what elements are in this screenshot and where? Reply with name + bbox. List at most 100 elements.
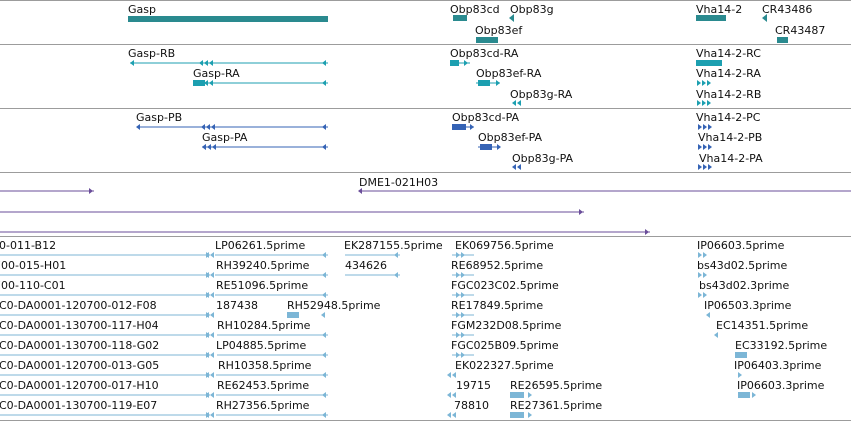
strand-arrow-left-icon[interactable]	[210, 252, 214, 258]
strand-arrow-left-icon[interactable]	[209, 60, 213, 66]
est-label-fgm232d08-5prime[interactable]: FGM232D08.5prime	[451, 319, 562, 332]
est-label-ek287155-5prime[interactable]: EK287155.5prime	[344, 239, 443, 252]
strand-arrow-left-icon[interactable]	[706, 312, 710, 318]
strand-arrow-right-icon[interactable]	[461, 312, 465, 318]
est-label-re26595-5prime[interactable]: RE26595.5prime	[510, 379, 603, 392]
protein-label-obp83g-pa[interactable]: Obp83g-PA	[512, 152, 574, 165]
strand-arrow-left-icon[interactable]	[714, 332, 718, 338]
strand-arrow-left-icon[interactable]	[211, 124, 215, 130]
est-label-ip06503-3prime[interactable]: IP06503.3prime	[704, 299, 792, 312]
gene-glyph-vha14-2[interactable]	[696, 15, 726, 21]
feature-block[interactable]	[478, 80, 490, 86]
strand-arrow-right-icon[interactable]	[698, 164, 702, 170]
strand-arrow-left-icon[interactable]	[512, 100, 516, 106]
est-label-700-015-h01[interactable]: 700-015-H01	[0, 259, 67, 272]
feature-block[interactable]	[480, 144, 492, 150]
est-label-c0-da0001-120700-013-g05[interactable]: C0-DA0001-120700-013-G05	[0, 359, 160, 372]
strand-arrow-right-icon[interactable]	[698, 252, 702, 258]
gene-label-obp83cd[interactable]: Obp83cd	[450, 3, 500, 16]
strand-arrow-right-icon[interactable]	[579, 209, 583, 215]
strand-arrow-right-icon[interactable]	[456, 252, 460, 258]
strand-arrow-left-icon[interactable]	[210, 372, 214, 378]
feature-block[interactable]	[510, 392, 524, 398]
clone-label-dme1-021h03[interactable]: DME1-021H03	[359, 176, 439, 189]
gene-label-obp83ef[interactable]: Obp83ef	[475, 24, 523, 37]
protein-label-gasp-pb[interactable]: Gasp-PB	[136, 111, 183, 124]
est-label-re17849-5prime[interactable]: RE17849.5prime	[451, 299, 544, 312]
est-label-ip06403-3prime[interactable]: IP06403.3prime	[734, 359, 822, 372]
strand-arrow-left-icon[interactable]	[205, 412, 209, 418]
est-label-78810[interactable]: 78810	[454, 399, 489, 412]
strand-arrow-left-icon[interactable]	[358, 188, 362, 194]
feature-block[interactable]	[452, 124, 466, 130]
strand-arrow-left-icon[interactable]	[209, 80, 213, 86]
feature-block[interactable]	[287, 312, 299, 318]
strand-arrow-left-icon[interactable]	[210, 412, 214, 418]
strand-arrow-right-icon[interactable]	[470, 124, 474, 130]
strand-arrow-left-icon[interactable]	[205, 292, 209, 298]
est-label-c0-da0001-130700-118-g02[interactable]: C0-DA0001-130700-118-G02	[0, 339, 160, 352]
strand-arrow-left-icon[interactable]	[130, 60, 134, 66]
protein-label-obp83cd-pa[interactable]: Obp83cd-PA	[452, 111, 520, 124]
strand-arrow-left-icon[interactable]	[199, 80, 203, 86]
feature-block[interactable]	[735, 352, 747, 358]
strand-arrow-right-icon[interactable]	[528, 392, 532, 398]
strand-arrow-left-icon[interactable]	[322, 252, 326, 258]
strand-arrow-left-icon[interactable]	[205, 332, 209, 338]
strand-arrow-right-icon[interactable]	[456, 312, 460, 318]
gene-glyph-cr43486[interactable]	[762, 14, 767, 22]
strand-arrow-left-icon[interactable]	[206, 124, 210, 130]
strand-arrow-right-icon[interactable]	[461, 352, 465, 358]
est-label-19715[interactable]: 19715	[456, 379, 491, 392]
strand-arrow-left-icon[interactable]	[205, 372, 209, 378]
protein-label-obp83ef-pa[interactable]: Obp83ef-PA	[478, 131, 543, 144]
est-label-ip06603-5prime[interactable]: IP06603.5prime	[697, 239, 785, 252]
strand-arrow-right-icon[interactable]	[708, 124, 712, 130]
strand-arrow-right-icon[interactable]	[707, 80, 711, 86]
gene-label-cr43487[interactable]: CR43487	[775, 24, 826, 37]
strand-arrow-left-icon[interactable]	[210, 272, 214, 278]
strand-arrow-right-icon[interactable]	[708, 144, 712, 150]
strand-arrow-right-icon[interactable]	[713, 60, 717, 66]
strand-arrow-left-icon[interactable]	[210, 292, 214, 298]
strand-arrow-right-icon[interactable]	[703, 144, 707, 150]
est-label-ec14351-5prime[interactable]: EC14351.5prime	[716, 319, 809, 332]
strand-arrow-left-icon[interactable]	[394, 272, 398, 278]
est-label-0-011-b12[interactable]: 0-011-B12	[0, 239, 57, 252]
strand-arrow-left-icon[interactable]	[452, 392, 456, 398]
transcript-label-vha14-2-ra[interactable]: Vha14-2-RA	[696, 67, 761, 80]
strand-arrow-right-icon[interactable]	[461, 272, 465, 278]
strand-arrow-left-icon[interactable]	[210, 392, 214, 398]
strand-arrow-right-icon[interactable]	[456, 352, 460, 358]
strand-arrow-left-icon[interactable]	[394, 252, 398, 258]
strand-arrow-right-icon[interactable]	[752, 392, 756, 398]
gene-label-cr43486[interactable]: CR43486	[762, 3, 813, 16]
strand-arrow-left-icon[interactable]	[207, 144, 211, 150]
strand-arrow-left-icon[interactable]	[204, 80, 208, 86]
transcript-label-vha14-2-rc[interactable]: Vha14-2-RC	[696, 47, 761, 60]
strand-arrow-right-icon[interactable]	[703, 272, 707, 278]
feature-block[interactable]	[450, 60, 459, 66]
strand-arrow-right-icon[interactable]	[738, 372, 742, 378]
strand-arrow-right-icon[interactable]	[698, 124, 702, 130]
strand-arrow-left-icon[interactable]	[205, 352, 209, 358]
strand-arrow-right-icon[interactable]	[456, 292, 460, 298]
strand-arrow-right-icon[interactable]	[461, 332, 465, 338]
est-label-bs43d02-3prime[interactable]: bs43d02.3prime	[699, 279, 790, 292]
strand-arrow-right-icon[interactable]	[703, 60, 707, 66]
feature-block[interactable]	[510, 412, 524, 418]
est-label-rh10284-5prime[interactable]: RH10284.5prime	[217, 319, 311, 332]
strand-arrow-right-icon[interactable]	[703, 164, 707, 170]
est-label-re51096-5prime[interactable]: RE51096.5prime	[216, 279, 309, 292]
est-label-fgc023c02-5prime[interactable]: FGC023C02.5prime	[451, 279, 559, 292]
strand-arrow-right-icon[interactable]	[645, 229, 649, 235]
protein-label-vha14-2-pb[interactable]: Vha14-2-PB	[698, 131, 763, 144]
gene-glyph-obp83ef[interactable]	[476, 37, 498, 43]
est-label-c0-da0001-130700-119-e07[interactable]: C0-DA0001-130700-119-E07	[0, 399, 158, 412]
est-label-re27361-5prime[interactable]: RE27361.5prime	[510, 399, 603, 412]
est-label-ek069756-5prime[interactable]: EK069756.5prime	[455, 239, 554, 252]
strand-arrow-right-icon[interactable]	[697, 100, 701, 106]
strand-arrow-left-icon[interactable]	[201, 124, 205, 130]
est-label-rh10358-5prime[interactable]: RH10358.5prime	[218, 359, 312, 372]
transcript-label-obp83ef-ra[interactable]: Obp83ef-RA	[476, 67, 542, 80]
